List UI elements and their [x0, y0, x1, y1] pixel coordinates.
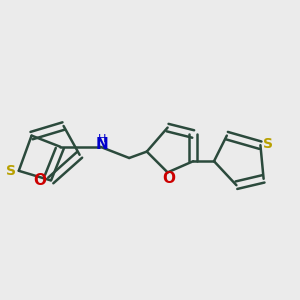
Text: S: S	[263, 136, 273, 151]
Text: O: O	[33, 173, 46, 188]
Text: S: S	[6, 164, 16, 178]
Text: O: O	[163, 171, 176, 186]
Text: N: N	[96, 137, 108, 152]
Text: H: H	[98, 134, 106, 144]
